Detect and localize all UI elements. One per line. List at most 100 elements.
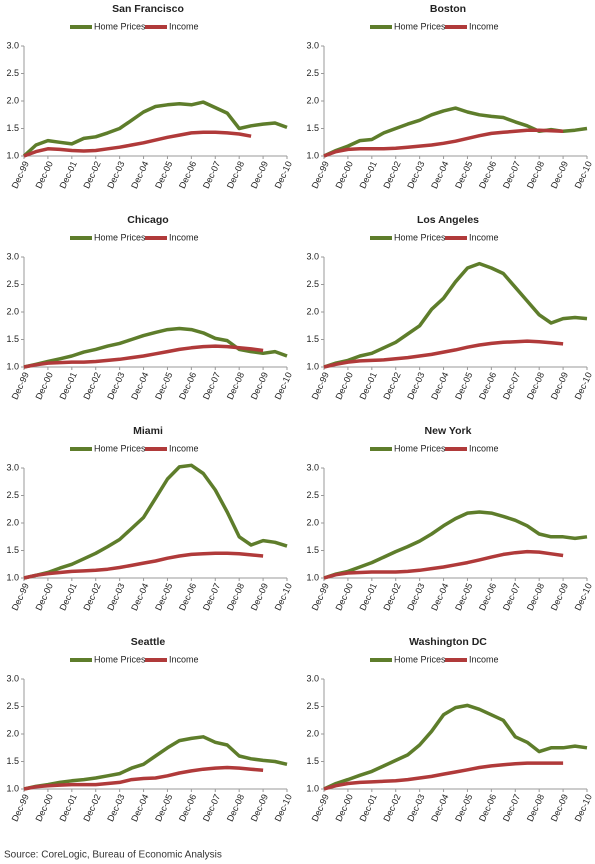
y-tick-label: 2.0 [6, 517, 19, 527]
data-line [323, 703, 588, 791]
y-tick-label: 2.5 [6, 490, 19, 500]
data-line [23, 344, 264, 369]
legend-label: Home Prices [394, 654, 446, 664]
legend-label: Income [169, 654, 199, 664]
x-tick-label: Dec-00 [34, 160, 55, 191]
data-line [23, 130, 252, 158]
x-tick-label: Dec-04 [429, 160, 450, 191]
legend-label: Home Prices [94, 21, 146, 31]
x-tick-label: Dec-07 [201, 582, 222, 613]
x-tick-label: Dec-03 [405, 793, 426, 824]
x-tick-label: Dec-07 [201, 793, 222, 824]
y-tick-label: 2.5 [306, 68, 319, 78]
chart-title: Seattle [131, 636, 166, 648]
x-tick-label: Dec-03 [405, 160, 426, 191]
data-line [323, 128, 564, 158]
legend-label: Home Prices [94, 654, 146, 664]
x-tick-label: Dec-09 [549, 371, 570, 402]
data-line [323, 261, 588, 369]
y-tick-label: 1.5 [306, 123, 319, 133]
x-tick-label: Dec-06 [477, 371, 498, 402]
legend-label: Income [469, 232, 499, 242]
x-tick-label: Dec-10 [273, 160, 294, 191]
x-tick-label: Dec-10 [573, 160, 594, 191]
x-tick-label: Dec-01 [357, 582, 378, 613]
x-tick-label: Dec-10 [573, 793, 594, 824]
y-tick-label: 3.0 [306, 673, 319, 683]
y-tick-label: 2.0 [6, 728, 19, 738]
x-tick-label: Dec-08 [525, 371, 546, 402]
data-line [23, 463, 288, 580]
x-tick-label: Dec-01 [357, 371, 378, 402]
x-tick-label: Dec-04 [129, 160, 150, 191]
x-tick-label: Dec-01 [57, 582, 78, 613]
x-tick-label: Dec-03 [105, 371, 126, 402]
data-line [23, 735, 288, 791]
x-tick-label: Dec-07 [501, 793, 522, 824]
x-tick-label: Dec-05 [453, 371, 474, 402]
y-tick-label: 1.0 [6, 783, 19, 793]
y-tick-label: 3.0 [6, 40, 19, 50]
y-tick-label: 2.0 [306, 95, 319, 105]
x-tick-label: Dec-04 [129, 582, 150, 613]
x-tick-label: Dec-01 [57, 793, 78, 824]
data-line [323, 549, 564, 580]
x-tick-label: Dec-04 [129, 793, 150, 824]
data-line [23, 765, 264, 791]
x-tick-label: Dec-02 [81, 793, 102, 824]
y-tick-label: 1.5 [6, 334, 19, 344]
x-tick-label: Dec-09 [249, 582, 270, 613]
x-tick-label: Dec-05 [153, 160, 174, 191]
x-tick-label: Dec-08 [225, 160, 246, 191]
x-tick-label: Dec-03 [405, 371, 426, 402]
y-tick-label: 2.0 [306, 728, 319, 738]
y-tick-label: 1.5 [6, 756, 19, 766]
legend-label: Home Prices [394, 21, 446, 31]
x-tick-label: Dec-03 [105, 793, 126, 824]
y-tick-label: 3.0 [6, 462, 19, 472]
x-tick-label: Dec-99 [310, 793, 331, 824]
x-tick-label: Dec-99 [310, 582, 331, 613]
legend-label: Income [169, 443, 199, 453]
legend-label: Income [469, 21, 499, 31]
x-tick-label: Dec-99 [10, 160, 31, 191]
x-tick-label: Dec-06 [477, 793, 498, 824]
source-note: Source: CoreLogic, Bureau of Economic An… [4, 850, 222, 861]
y-tick-label: 3.0 [306, 40, 319, 50]
x-tick-label: Dec-10 [273, 793, 294, 824]
x-tick-label: Dec-07 [201, 371, 222, 402]
chart-title: Los Angeles [417, 214, 479, 226]
x-tick-label: Dec-09 [549, 582, 570, 613]
chart-title: San Francisco [112, 3, 184, 15]
x-tick-label: Dec-02 [381, 582, 402, 613]
y-tick-label: 2.0 [306, 517, 319, 527]
x-tick-label: Dec-09 [549, 793, 570, 824]
x-tick-label: Dec-99 [10, 582, 31, 613]
data-line [22, 100, 288, 158]
x-tick-label: Dec-05 [153, 793, 174, 824]
y-tick-label: 1.5 [6, 123, 19, 133]
legend-label: Home Prices [94, 443, 146, 453]
y-tick-label: 3.0 [306, 462, 319, 472]
x-tick-label: Dec-09 [249, 371, 270, 402]
y-tick-label: 1.0 [306, 150, 319, 160]
x-tick-label: Dec-06 [477, 160, 498, 191]
x-tick-label: Dec-00 [334, 371, 355, 402]
x-tick-label: Dec-09 [249, 793, 270, 824]
x-tick-label: Dec-03 [105, 582, 126, 613]
y-tick-label: 2.5 [6, 279, 19, 289]
x-tick-label: Dec-05 [453, 793, 474, 824]
x-tick-label: Dec-06 [177, 582, 198, 613]
x-tick-label: Dec-99 [310, 371, 331, 402]
y-tick-label: 3.0 [306, 251, 319, 261]
x-tick-label: Dec-08 [525, 160, 546, 191]
y-tick-label: 1.5 [306, 756, 319, 766]
y-tick-label: 2.0 [6, 95, 19, 105]
x-tick-label: Dec-02 [81, 160, 102, 191]
y-tick-label: 2.5 [6, 68, 19, 78]
x-tick-label: Dec-05 [453, 160, 474, 191]
x-tick-label: Dec-09 [249, 160, 270, 191]
x-tick-label: Dec-05 [153, 582, 174, 613]
y-tick-label: 2.5 [6, 701, 19, 711]
